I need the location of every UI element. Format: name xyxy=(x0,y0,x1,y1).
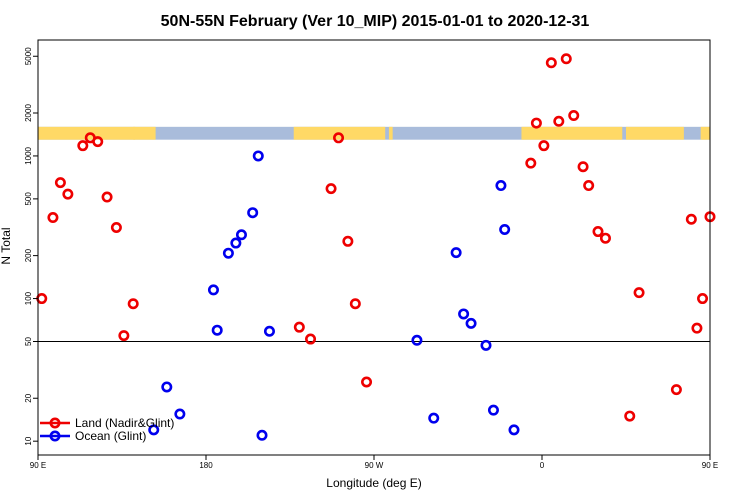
ocean-point-15 xyxy=(458,308,470,320)
ocean-point-4 xyxy=(211,324,223,336)
ocean-point-13 xyxy=(428,412,440,424)
land-point-12 xyxy=(305,333,317,345)
land-point-24 xyxy=(568,110,580,122)
strip-land-1 xyxy=(133,126,156,140)
ocean-point-8 xyxy=(247,207,259,219)
y-tick-label-6: 1000 xyxy=(24,146,33,164)
strip-land-3 xyxy=(388,126,393,140)
ocean-point-6 xyxy=(230,237,242,249)
chart-title: 50N-55N February (Ver 10_MIP) 2015-01-01… xyxy=(161,13,590,30)
ocean-point-7 xyxy=(235,229,247,241)
land-point-19 xyxy=(530,117,542,129)
ocean-point-16 xyxy=(465,317,477,329)
y-tick-label-0: 10 xyxy=(24,436,33,445)
land-point-6 xyxy=(92,136,104,148)
ocean-point-9 xyxy=(252,150,264,162)
ocean-point-2 xyxy=(174,408,186,420)
ocean-point-20 xyxy=(499,223,511,235)
legend-ocean-label: Ocean (Glint) xyxy=(75,429,146,443)
y-tick-label-3: 100 xyxy=(24,291,33,305)
strip-land-0 xyxy=(38,126,136,140)
y-tick-label-5: 500 xyxy=(24,192,33,206)
land-point-26 xyxy=(583,180,595,192)
ocean-point-14 xyxy=(450,247,462,259)
land-point-32 xyxy=(685,213,697,225)
land-point-20 xyxy=(538,140,550,152)
y-axis-label: N Total xyxy=(0,227,13,264)
land-point-18 xyxy=(525,157,537,169)
land-series xyxy=(36,53,716,422)
y-tick-label-1: 20 xyxy=(24,393,33,402)
land-point-3 xyxy=(62,188,74,200)
land-point-31 xyxy=(670,384,682,396)
land-ocean-strip xyxy=(38,126,710,140)
land-point-27 xyxy=(592,226,604,238)
land-point-30 xyxy=(633,287,645,299)
ocean-point-3 xyxy=(207,284,219,296)
ocean-point-17 xyxy=(480,339,492,351)
land-point-1 xyxy=(47,212,59,224)
land-point-17 xyxy=(361,376,373,388)
land-point-15 xyxy=(342,235,354,247)
ocean-point-12 xyxy=(411,334,423,346)
land-point-28 xyxy=(599,232,611,244)
ocean-point-5 xyxy=(222,247,234,259)
land-point-10 xyxy=(127,298,139,310)
ocean-series xyxy=(148,150,520,441)
strip-land-6 xyxy=(700,126,710,140)
land-point-2 xyxy=(54,177,66,189)
strip-land-5 xyxy=(626,126,684,140)
x-tick-label-0: 90 E xyxy=(30,461,46,470)
legend-land-label: Land (Nadir&Glint) xyxy=(75,416,174,430)
land-point-8 xyxy=(110,221,122,233)
x-axis: 90 E 180 90 W 0 90 E xyxy=(30,455,718,470)
x-tick-label-3: 0 xyxy=(540,461,545,470)
land-point-34 xyxy=(697,293,709,305)
y-tick-label-4: 200 xyxy=(24,248,33,262)
land-point-16 xyxy=(349,298,361,310)
ocean-point-18 xyxy=(487,404,499,416)
y-tick-label-2: 50 xyxy=(24,336,33,345)
x-tick-label-2: 90 W xyxy=(365,461,384,470)
plot-frame xyxy=(37,39,711,456)
legend-ocean-marker xyxy=(49,430,61,442)
y-tick-label-8: 5000 xyxy=(24,47,33,65)
land-point-9 xyxy=(118,330,130,342)
y-tick-label-7: 2000 xyxy=(24,104,33,122)
land-point-22 xyxy=(553,115,565,127)
y-axis: 10 20 50 100 200 500 1000 2000 5000 xyxy=(24,47,38,446)
land-point-14 xyxy=(333,132,345,144)
land-point-4 xyxy=(77,140,89,152)
land-point-29 xyxy=(624,410,636,422)
ocean-point-1 xyxy=(161,381,173,393)
ocean-point-21 xyxy=(508,424,520,436)
strip-land-4 xyxy=(521,126,623,140)
ocean-point-10 xyxy=(256,429,268,441)
land-point-7 xyxy=(101,191,113,203)
land-point-33 xyxy=(691,322,703,334)
ocean-point-0 xyxy=(148,424,160,436)
ocean-point-11 xyxy=(263,325,275,337)
x-tick-label-1: 180 xyxy=(199,461,213,470)
x-tick-label-4: 90 E xyxy=(702,461,718,470)
land-point-25 xyxy=(577,161,589,173)
land-point-11 xyxy=(293,321,305,333)
legend: Land (Nadir&Glint) Ocean (Glint) xyxy=(40,416,174,443)
ocean-point-19 xyxy=(495,180,507,192)
land-point-0 xyxy=(36,293,48,305)
x-axis-label: Longitude (deg E) xyxy=(326,476,421,490)
land-point-23 xyxy=(560,53,572,65)
land-point-13 xyxy=(325,183,337,195)
legend-land-marker xyxy=(49,417,61,429)
land-point-21 xyxy=(545,57,557,69)
